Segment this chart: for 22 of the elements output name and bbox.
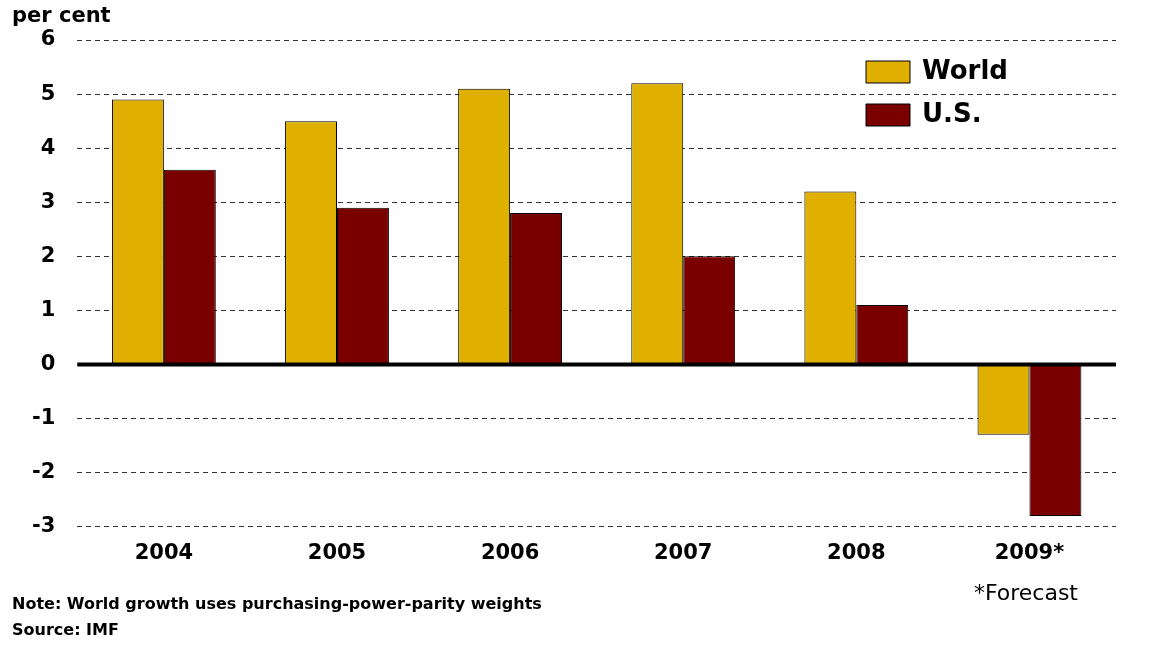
- y-tick-label: 6: [40, 26, 56, 51]
- y-tick-label: 5: [40, 80, 56, 105]
- y-tick-label: 4: [40, 134, 56, 159]
- y-tick-label: -1: [32, 405, 56, 430]
- y-axis-title: per cent: [12, 2, 111, 27]
- y-tick-label: -2: [32, 459, 56, 484]
- y-tick-label: 2: [40, 242, 56, 267]
- x-tick-label: 2006: [480, 539, 540, 564]
- x-tick-label: 2004: [134, 539, 194, 564]
- text: *Forecast: [973, 580, 1078, 605]
- x-tick-label: 2008: [827, 539, 886, 564]
- x-tick-label: 2009*: [994, 539, 1065, 564]
- y-tick-label: 3: [40, 188, 56, 213]
- legend-label: World: [922, 54, 1008, 85]
- x-tick-label: 2007: [653, 539, 713, 564]
- y-tick-label: 0: [40, 350, 56, 375]
- legend-label: U.S.: [922, 97, 982, 128]
- x-tick-label: 2005: [307, 539, 367, 564]
- y-tick-label: -3: [32, 513, 56, 538]
- y-tick-label: 1: [40, 296, 56, 321]
- source-note: Source: IMF: [12, 620, 119, 639]
- text: Note: World growth uses purchasing-power-parity weights: [12, 594, 542, 613]
